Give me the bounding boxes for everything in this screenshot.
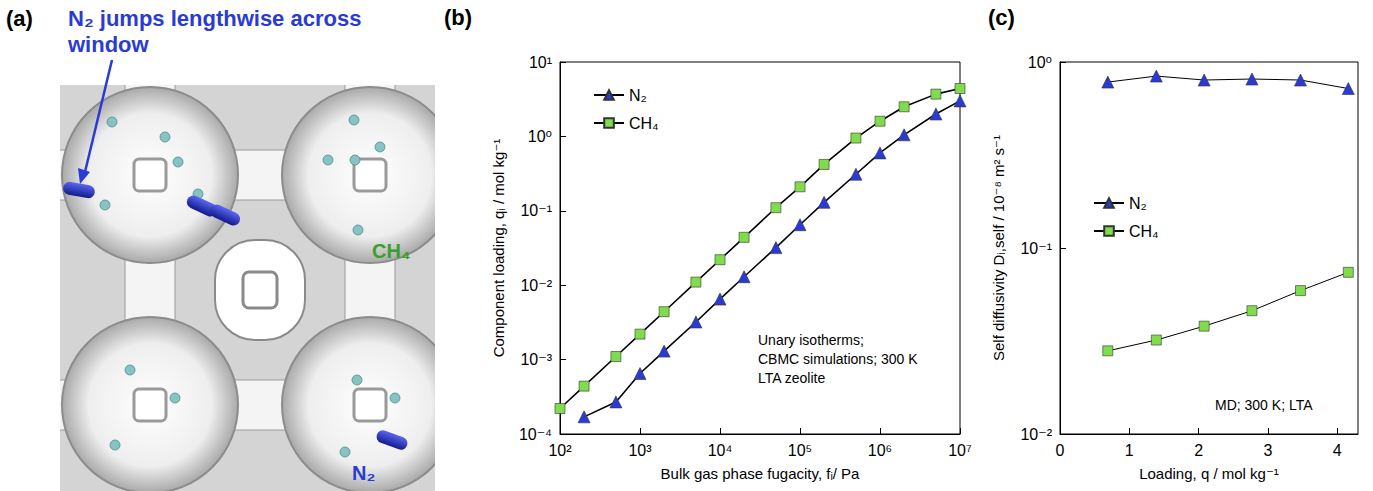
svg-text:Loading, q / mol kg⁻¹: Loading, q / mol kg⁻¹ [1139, 465, 1279, 482]
svg-text:(c): (c) [988, 5, 1015, 30]
svg-text:MD; 300 K; LTA: MD; 300 K; LTA [1215, 397, 1313, 413]
svg-text:CH₄: CH₄ [372, 240, 410, 262]
svg-text:10⁶: 10⁶ [868, 442, 892, 459]
svg-text:10⁻¹: 10⁻¹ [1020, 240, 1052, 257]
svg-text:10⁻³: 10⁻³ [520, 351, 552, 368]
svg-text:4: 4 [1333, 442, 1342, 459]
svg-text:N₂: N₂ [1129, 195, 1147, 212]
svg-text:10⁰: 10⁰ [1028, 54, 1052, 71]
svg-text:CH₄: CH₄ [1129, 223, 1159, 240]
svg-text:10⁰: 10⁰ [528, 128, 552, 145]
svg-text:10⁻⁴: 10⁻⁴ [519, 426, 552, 443]
svg-text:Unary isotherms;: Unary isotherms; [758, 332, 864, 348]
svg-text:10⁻²: 10⁻² [1020, 426, 1052, 443]
svg-text:Bulk gas phase fugacity, fᵢ/ P: Bulk gas phase fugacity, fᵢ/ Pa [661, 465, 861, 482]
svg-text:10⁴: 10⁴ [708, 442, 733, 459]
svg-text:2: 2 [1194, 442, 1203, 459]
svg-text:CH₄: CH₄ [629, 115, 659, 132]
svg-text:10⁻²: 10⁻² [520, 277, 552, 294]
svg-text:10¹: 10¹ [529, 54, 552, 71]
svg-text:CBMC simulations; 300 K: CBMC simulations; 300 K [758, 351, 918, 367]
svg-text:LTA zeolite: LTA zeolite [758, 370, 825, 386]
svg-text:N₂: N₂ [352, 462, 375, 484]
svg-text:10⁻¹: 10⁻¹ [520, 202, 552, 219]
svg-text:10⁷: 10⁷ [948, 442, 972, 459]
svg-text:window: window [67, 32, 150, 57]
svg-text:10⁵: 10⁵ [788, 442, 812, 459]
svg-text:Component loading, qᵢ / mol kg: Component loading, qᵢ / mol kg⁻¹ [490, 139, 507, 358]
svg-text:10²: 10² [548, 442, 572, 459]
svg-text:(a): (a) [6, 6, 33, 31]
svg-text:3: 3 [1263, 442, 1272, 459]
svg-text:(b): (b) [444, 5, 472, 30]
svg-text:N₂: N₂ [629, 87, 647, 104]
svg-text:1: 1 [1125, 442, 1134, 459]
svg-text:0: 0 [1056, 442, 1065, 459]
svg-text:10³: 10³ [628, 442, 652, 459]
svg-text:Self diffusivity Dᵢ,self / 10⁻: Self diffusivity Dᵢ,self / 10⁻⁸ m² s⁻¹ [990, 135, 1007, 361]
svg-text:N₂ jumps lengthwise across: N₂ jumps lengthwise across [68, 6, 361, 31]
